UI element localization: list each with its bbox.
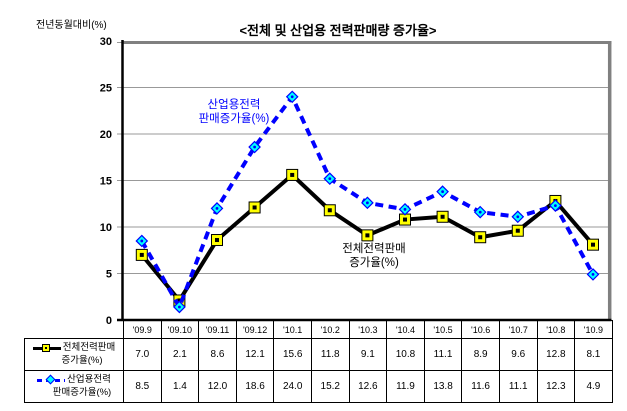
table-value-cell: 8.1 xyxy=(574,338,613,371)
square-marker-dot xyxy=(290,172,295,177)
square-marker-dot xyxy=(252,205,257,210)
diamond-marker-dot xyxy=(478,210,482,214)
table-value-cell: 15.2 xyxy=(310,370,350,403)
table-value-cell: 9.1 xyxy=(348,338,388,371)
table-value-cell: 12.6 xyxy=(348,370,388,403)
diamond-marker-dot xyxy=(140,239,144,243)
diamond-marker-dot xyxy=(516,215,520,219)
x-axis-category-label: '10.5 xyxy=(423,320,463,339)
diamond-marker-dot xyxy=(441,190,444,194)
table-value-cell: 11.1 xyxy=(423,338,463,371)
x-axis-category-label: '09.12 xyxy=(235,320,275,339)
table-value-cell: 8.6 xyxy=(198,338,237,371)
square-marker-dot xyxy=(440,214,445,219)
x-axis-category-label: '10.7 xyxy=(498,320,538,339)
legend-cell: 전체전력판매 증가율(%) xyxy=(24,338,124,371)
diamond-marker-dot xyxy=(215,207,219,210)
legend-label-line1: 산업용전력 xyxy=(67,374,111,386)
chart-title: <전체 및 산업용 전력판매량 증가율> xyxy=(239,23,437,38)
y-tick-label: 0 xyxy=(106,315,112,324)
table-value-cell: 4.9 xyxy=(574,370,613,403)
series-annotation: 산업용전력 xyxy=(208,98,261,111)
table-value-cell: 10.8 xyxy=(386,338,425,371)
square-marker-dot xyxy=(591,242,595,247)
diamond-marker-dot xyxy=(554,204,557,208)
legend-label-line1: 전체전력판매 xyxy=(62,342,116,354)
data-table: '09.9'09.10'09.11'09.12'10.1'10.2'10.3'1… xyxy=(24,320,613,403)
y-tick-label: 10 xyxy=(100,222,112,234)
table-value-cell: 13.8 xyxy=(423,370,463,403)
legend-cell: 산업용전력 판매증가율(%) xyxy=(24,370,124,403)
table-value-cell: 2.1 xyxy=(160,338,200,371)
table-value-cell: 11.6 xyxy=(461,370,500,403)
x-axis-category-label: '09.9 xyxy=(123,320,162,339)
diamond-marker-dot xyxy=(591,273,595,276)
square-marker-dot xyxy=(139,252,144,257)
diamond-marker-dot xyxy=(328,177,332,181)
y-tick-label: 20 xyxy=(100,129,112,141)
table-value-cell: 8.9 xyxy=(461,338,500,371)
table-value-cell: 1.4 xyxy=(160,370,200,403)
table-value-cell: 11.1 xyxy=(498,370,538,403)
legend-line-square-icon xyxy=(32,343,61,352)
table-value-cell: 24.0 xyxy=(273,370,312,403)
y-tick-label: 15 xyxy=(100,176,112,188)
x-axis-category-label: '10.1 xyxy=(273,320,312,339)
diamond-marker-dot xyxy=(403,207,407,211)
legend-label-line2: 증가율(%) xyxy=(61,354,103,366)
square-marker-dot xyxy=(515,228,520,233)
table-value-cell: 12.0 xyxy=(198,370,237,403)
diamond-marker-dot xyxy=(178,305,181,309)
table-value-cell: 12.3 xyxy=(536,370,576,403)
table-value-cell: 7.0 xyxy=(123,338,162,371)
table-corner xyxy=(25,321,124,339)
x-axis-category-label: '10.3 xyxy=(348,320,388,339)
table-value-cell: 8.5 xyxy=(123,370,162,403)
table-value-cell: 15.6 xyxy=(273,338,312,371)
square-marker-dot xyxy=(478,235,483,240)
series-annotation: 증가율(%) xyxy=(349,256,399,269)
table-value-cell: 12.8 xyxy=(536,338,576,371)
legend-line-diamond-icon xyxy=(37,374,66,385)
square-marker-dot xyxy=(177,298,182,303)
square-marker-dot xyxy=(327,208,332,213)
table-value-cell: 9.6 xyxy=(498,338,538,371)
x-axis-category-label: '10.9 xyxy=(574,320,613,339)
diamond-marker-dot xyxy=(366,201,369,205)
series-annotation: 전체전력판매 xyxy=(342,242,405,255)
y-axis-title: 전년동월대비(%) xyxy=(36,20,107,31)
legend-label-line2: 판매증가율(%) xyxy=(52,386,112,398)
x-axis-category-label: '10.6 xyxy=(461,320,500,339)
y-tick-label: 25 xyxy=(100,83,112,95)
table-value-cell: 18.6 xyxy=(235,370,275,403)
series-annotation: 판매증가율(%) xyxy=(199,112,270,125)
y-tick-label: 5 xyxy=(106,269,112,281)
table-value-cell: 11.9 xyxy=(386,370,425,403)
x-axis-category-label: '09.11 xyxy=(198,320,237,339)
diamond-marker-dot xyxy=(290,95,294,99)
square-marker-dot xyxy=(403,217,407,222)
table-value-cell: 12.1 xyxy=(235,338,275,371)
x-axis-category-label: '09.10 xyxy=(160,320,200,339)
square-marker-dot xyxy=(215,238,219,243)
square-marker-dot xyxy=(365,233,370,238)
x-axis-category-label: '10.4 xyxy=(386,320,425,339)
table-value-cell: 11.8 xyxy=(310,338,350,371)
x-axis-category-label: '10.8 xyxy=(536,320,576,339)
y-tick-label: 30 xyxy=(100,36,112,48)
x-axis-category-label: '10.2 xyxy=(310,320,350,339)
diamond-marker-dot xyxy=(253,145,256,149)
